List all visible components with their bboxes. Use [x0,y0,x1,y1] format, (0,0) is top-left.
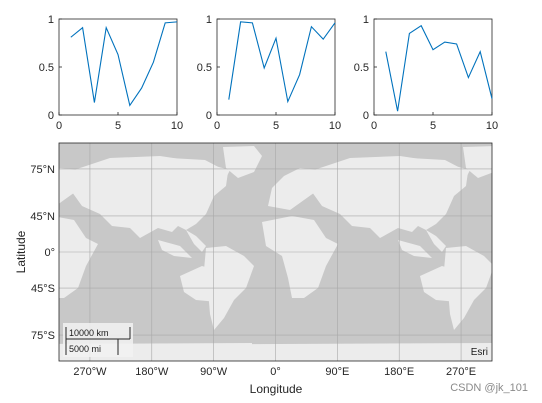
plot-3-point-4 [420,25,422,27]
plot-1-y-tick-label: 1 [48,14,54,26]
plot-2-point-5 [275,37,277,39]
scale-bar-km-label: 10000 km [69,328,109,338]
latitude-tick-label: 0° [44,247,55,259]
plot-2-x-tick-label: 5 [273,120,279,132]
plot-2-x-tick-label: 10 [329,120,341,132]
plot-2-point-9 [322,38,324,40]
map-y-axis-label: Latitude [14,230,28,273]
map-attribution: Esri [471,347,488,358]
plot-3-axes-box [373,18,493,116]
latitude-tick-label: 45°N [30,211,55,223]
plot-2-series-line [228,21,336,104]
plot-3-point-8 [467,76,469,78]
plot-3-x-tick-label: 10 [486,120,498,132]
longitude-tick-label: 180°W [135,366,169,378]
plot-2-y-tick-label: 0.5 [197,62,212,74]
plot-2-point-2 [239,21,241,23]
plot-3-x-tick-label: 0 [371,120,377,132]
plot-3-y-tick-label: 0 [363,110,369,122]
plot-2-point-6 [287,100,289,102]
plot-1-axes-box [58,18,178,116]
plot-3-point-1 [385,50,387,52]
plot-3-series-line [385,24,493,112]
plot-2-y-tick-label: 1 [206,14,212,26]
plot-3-point-3 [408,32,410,34]
plot-1-x-tick-label: 10 [171,120,183,132]
plot-1-point-2 [81,26,83,28]
plot-1-y-tick-label: 0.5 [39,62,54,74]
plot-2-point-10 [334,22,336,24]
plot-3-point-6 [444,41,446,43]
southeast-asia-land [398,240,432,258]
latitude-tick-label: 75°S [31,330,55,342]
plot-3-point-7 [455,43,457,45]
line-plot-3: 0 5 10 0 0.5 1 [354,14,498,132]
plot-1-point-4 [105,26,107,28]
longitude-tick-label: 0° [270,366,281,378]
plot-1-point-8 [152,61,154,63]
scale-bar-mi-label: 5000 mi [69,344,101,354]
map-graticule [59,143,492,361]
longitude-tick-label: 270°E [446,366,476,378]
map-tick-labels: 270°W 180°W 90°W 0° 90°E 180°E 270°E 75°N 45°N 0°… [30,164,476,378]
line-plot-2: 0 5 10 0 0.5 1 [197,14,341,132]
plot-2-y-tick-label: 0 [206,110,212,122]
plot-2-point-7 [298,73,300,75]
world-map-axes: 270°W 180°W 90°W 0° 90°E 180°E 270°E 75°N 45°N 0°… [14,142,493,396]
plot-3-y-tick-label: 1 [363,14,369,26]
plot-1-x-tick-label: 0 [56,120,62,132]
plot-1-y-tick-label: 0 [48,110,54,122]
plot-1-point-10 [176,21,178,23]
plot-1-point-5 [117,53,119,55]
plot-2-point-1 [228,98,230,100]
longitude-tick-label: 90°E [325,366,349,378]
longitude-tick-label: 270°W [73,366,107,378]
plot-2-point-4 [263,67,265,69]
central-america-land [186,230,206,252]
scale-bar-background [63,323,133,357]
africa-land [262,216,338,298]
longitude-tick-label: 90°W [200,366,228,378]
plot-3-y-tick-label: 0.5 [354,62,369,74]
plot-1-point-1 [70,36,72,38]
europe-land [268,168,320,210]
plot-1-point-3 [93,101,95,103]
plot-2-point-8 [310,25,312,27]
plot-3-point-10 [491,97,493,99]
plot-3-x-tick-label: 5 [430,120,436,132]
land-layer [59,146,492,361]
scale-bar: 10000 km 5000 mi [63,323,133,357]
plot-1-point-6 [129,104,131,106]
plot-3-point-9 [479,50,481,52]
latitude-tick-label: 75°N [30,164,55,176]
latitude-tick-label: 45°S [31,283,55,295]
plot-2-point-3 [251,22,253,24]
plot-1-x-tick-label: 5 [115,120,121,132]
greenland-land [223,146,262,178]
plot-2-x-tick-label: 0 [214,120,220,132]
plot-1-point-9 [164,22,166,24]
plot-1-series-line [70,21,178,107]
watermark: CSDN @jk_101 [450,382,528,394]
longitude-tick-label: 180°E [384,366,414,378]
plot-3-point-2 [396,110,398,112]
plot-1-point-7 [140,87,142,89]
line-plot-1: 0 5 10 0 0.5 1 [39,14,183,132]
map-axes-box [58,142,493,362]
map-x-axis-label: Longitude [250,382,303,396]
plot-3-point-5 [432,49,434,51]
